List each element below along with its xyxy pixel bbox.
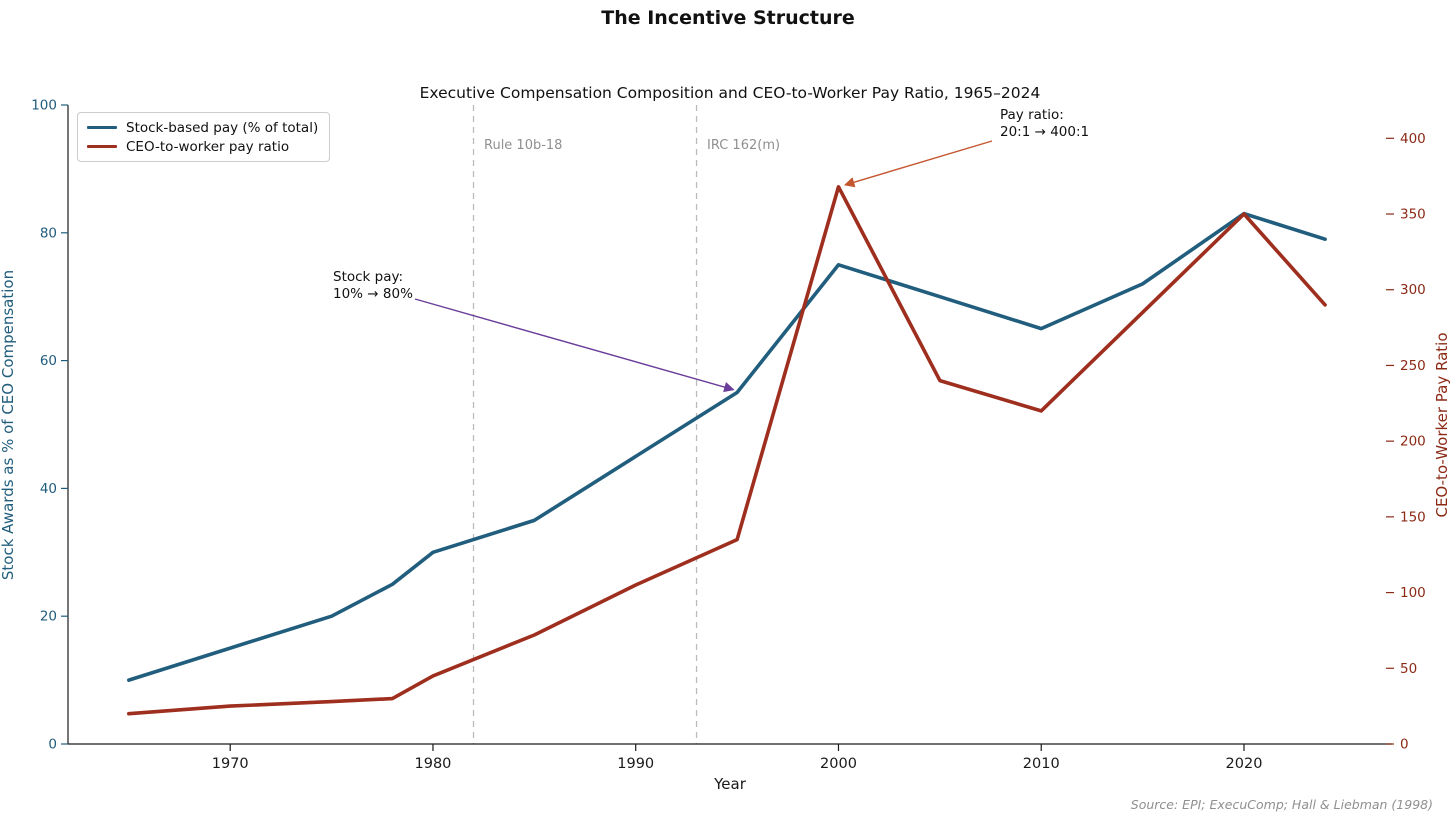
x-tick-label: 2010 bbox=[1023, 756, 1060, 772]
x-tick-label: 2000 bbox=[820, 756, 857, 772]
series-line-stock-pay bbox=[127, 211, 1327, 682]
right-axis-title: CEO-to-Worker Pay Ratio bbox=[1433, 332, 1451, 518]
legend: Stock-based pay (% of total) CEO-to-work… bbox=[77, 112, 331, 162]
left-tick-label: 60 bbox=[40, 353, 57, 369]
annotation-stock-pay: Stock pay: 10% → 80% bbox=[333, 269, 413, 303]
annotation-line: Pay ratio: bbox=[1000, 107, 1064, 123]
x-tick-label: 2020 bbox=[1226, 756, 1263, 772]
right-tick-label: 0 bbox=[1400, 737, 1409, 753]
right-tick-label: 250 bbox=[1400, 358, 1426, 374]
right-tick-label: 50 bbox=[1400, 661, 1417, 677]
right-tick-label: 150 bbox=[1400, 509, 1426, 525]
annotation-line: Stock pay: bbox=[333, 269, 404, 285]
left-tick-label: 40 bbox=[40, 481, 57, 497]
right-tick-label: 100 bbox=[1400, 585, 1426, 601]
left-tick-label: 100 bbox=[31, 98, 57, 114]
annotation-line: 20:1 → 400:1 bbox=[1000, 124, 1090, 140]
right-tick-label: 350 bbox=[1400, 207, 1426, 223]
left-tick-label: 0 bbox=[48, 737, 57, 753]
legend-entry-pay-ratio: CEO-to-worker pay ratio bbox=[87, 137, 318, 156]
annotation-pay-ratio: Pay ratio: 20:1 → 400:1 bbox=[1000, 107, 1089, 141]
annotation-arrow-pay-ratio bbox=[843, 140, 993, 188]
event-label-rule-10b-18: Rule 10b-18 bbox=[484, 138, 563, 153]
x-tick-label: 1980 bbox=[415, 756, 452, 772]
x-tick-label: 1970 bbox=[212, 756, 249, 772]
source-note: Source: EPI; ExecuComp; Hall & Liebman (… bbox=[1130, 797, 1433, 812]
legend-line-swatch-blue bbox=[87, 125, 117, 130]
x-axis-title: Year bbox=[713, 775, 747, 793]
right-tick-label: 200 bbox=[1400, 434, 1426, 450]
annotation-arrow-stock-pay bbox=[414, 298, 735, 393]
legend-line-swatch-red bbox=[87, 144, 117, 149]
left-tick-label: 80 bbox=[40, 225, 57, 241]
legend-entry-stock-pay: Stock-based pay (% of total) bbox=[87, 118, 318, 137]
left-tick-label: 20 bbox=[40, 609, 57, 625]
right-tick-label: 300 bbox=[1400, 282, 1426, 298]
left-axis-title: Stock Awards as % of CEO Compensation bbox=[0, 269, 17, 581]
chart-title: Executive Compensation Composition and C… bbox=[419, 84, 1041, 102]
figure-title: The Incentive Structure bbox=[601, 7, 855, 29]
x-tick-label: 1990 bbox=[617, 756, 654, 772]
legend-label: Stock-based pay (% of total) bbox=[126, 119, 319, 136]
event-label-irc-162m: IRC 162(m) bbox=[707, 138, 781, 153]
annotation-line: 10% → 80% bbox=[333, 286, 413, 302]
legend-label: CEO-to-worker pay ratio bbox=[126, 138, 290, 155]
right-tick-label: 400 bbox=[1400, 131, 1426, 147]
series-line-pay-ratio bbox=[127, 185, 1327, 716]
